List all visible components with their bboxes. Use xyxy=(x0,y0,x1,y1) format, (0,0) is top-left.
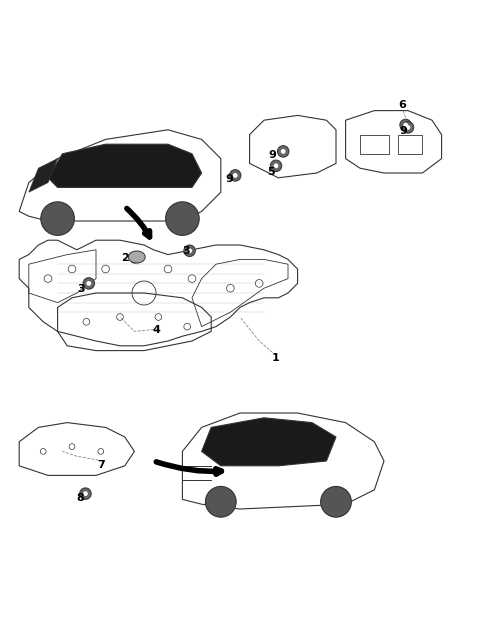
Polygon shape xyxy=(202,418,336,466)
Text: 1: 1 xyxy=(272,353,280,363)
Circle shape xyxy=(80,488,91,500)
Text: 9: 9 xyxy=(269,150,276,160)
Circle shape xyxy=(86,281,91,286)
Circle shape xyxy=(166,202,199,235)
Polygon shape xyxy=(48,144,202,188)
Text: 4: 4 xyxy=(152,325,160,335)
Circle shape xyxy=(274,164,278,168)
Polygon shape xyxy=(29,158,58,192)
Text: 8: 8 xyxy=(77,493,84,503)
Circle shape xyxy=(233,173,238,178)
Text: 3: 3 xyxy=(182,246,190,256)
Circle shape xyxy=(402,122,414,133)
Ellipse shape xyxy=(128,251,145,263)
Text: 5: 5 xyxy=(267,167,275,176)
Circle shape xyxy=(277,146,289,157)
Circle shape xyxy=(187,249,192,253)
Text: 9: 9 xyxy=(399,126,407,136)
Text: 3: 3 xyxy=(77,284,84,294)
Circle shape xyxy=(41,202,74,235)
Circle shape xyxy=(281,149,286,154)
Circle shape xyxy=(321,486,351,517)
Circle shape xyxy=(205,486,236,517)
Text: 7: 7 xyxy=(97,460,105,470)
Circle shape xyxy=(83,278,95,289)
Circle shape xyxy=(270,160,282,172)
Circle shape xyxy=(184,245,195,257)
Circle shape xyxy=(229,170,241,181)
Circle shape xyxy=(403,122,408,127)
Text: 6: 6 xyxy=(398,100,406,110)
Circle shape xyxy=(400,119,411,131)
Circle shape xyxy=(406,125,410,130)
Text: 2: 2 xyxy=(121,254,129,264)
Circle shape xyxy=(83,491,88,496)
Text: 9: 9 xyxy=(226,174,233,184)
